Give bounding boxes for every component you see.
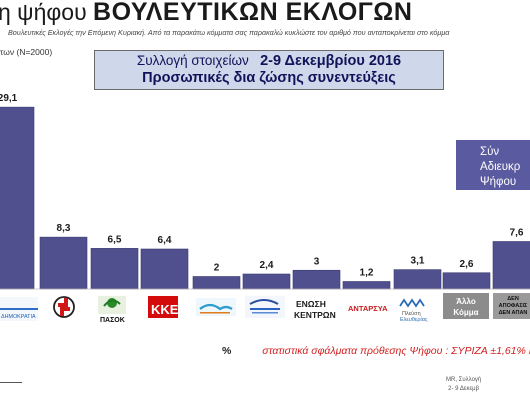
logo-plefsi-line-2: Ελευθερίας xyxy=(400,317,428,323)
bar-value-label-0: 29,1 xyxy=(0,93,18,104)
fieldwork-date-range: 2-9 Δεκεμβρίου 2016 xyxy=(260,53,402,69)
bar-value-label-1: 8,3 xyxy=(57,223,71,234)
bar-value-label-3: 6,4 xyxy=(158,235,172,246)
value-labels-group: 29,1 8,3 6,5 6,4 2 2,4 3 1,2 3,1 2,6 7,6 xyxy=(0,93,524,278)
margin-of-error-text: στατιστικά σφάλματα πρόθεσης Ψήφου : ΣΥΡ… xyxy=(262,345,530,357)
title-prefix: η ψήφου xyxy=(0,0,87,25)
bar-10 xyxy=(492,241,530,290)
source-note: MR, Συλλογή 2- 9 Δεκεμβ xyxy=(446,376,481,394)
side-box-line-1: Σύν xyxy=(480,146,500,158)
logo-xa xyxy=(53,296,75,318)
logo-plefsi-line-1: Πλεύση xyxy=(402,310,421,317)
bar-8 xyxy=(393,269,442,290)
fieldwork-prefix: Συλλογή στοιχείων xyxy=(136,53,249,68)
side-box-line-3: Ψήφου xyxy=(480,176,517,188)
percent-symbol: % xyxy=(222,345,232,357)
bar-value-label-4: 2 xyxy=(214,263,220,274)
bar-value-label-7: 1,2 xyxy=(360,268,374,279)
logo-allo-line-2: Κόμμα xyxy=(453,308,478,317)
fieldwork-method: Προσωπικές δια ζώσης συνεντεύξεις xyxy=(142,70,396,86)
logo-kke: ΚΚΕ xyxy=(148,296,179,318)
bar-value-label-5: 2,4 xyxy=(260,260,274,271)
bar-5 xyxy=(242,273,291,290)
question-text: Βουλευτικές Εκλογές την Επόμενη Κυριακή.… xyxy=(8,28,450,37)
footer-divider xyxy=(0,382,22,383)
bar-value-label-8: 3,1 xyxy=(411,256,425,267)
logo-pasok: ΠΑΣΟΚ xyxy=(98,296,126,324)
logo-dk-line-3: ΔΕΝ ΑΠΑΝ xyxy=(499,310,528,316)
logo-dk-line-2: ΑΠΟΦΑΣΙΣ xyxy=(499,303,528,309)
bar-2 xyxy=(90,248,139,290)
source-line-2: 2- 9 Δεκεμβ xyxy=(448,386,480,392)
bar-6 xyxy=(292,269,341,290)
bar-7 xyxy=(342,281,391,290)
side-info-box: Σύν Αδιευκρ Ψήφου xyxy=(456,140,530,190)
bar-0 xyxy=(0,106,35,290)
bar-value-label-10: 7,6 xyxy=(510,228,524,239)
title-main: ΒΟΥΛΕΥΤΙΚΩΝ ΕΚΛΟΓΩΝ xyxy=(93,0,413,26)
logo-dk-line-1: ΔΕΝ xyxy=(507,296,519,302)
logo-plefsi: Πλεύση Ελευθερίας xyxy=(399,298,428,323)
bar-value-label-9: 2,6 xyxy=(460,259,474,270)
page-title: η ψήφου ΒΟΥΛΕΥΤΙΚΩΝ ΕΚΛΟΓΩΝ xyxy=(0,0,412,27)
logo-enosi-line-2: ΚΕΝΤΡΩΝ xyxy=(294,310,336,320)
logo-allo: Άλλο Κόμμα xyxy=(443,293,489,319)
logo-kke-text: ΚΚΕ xyxy=(151,302,179,317)
logo-enosi: ΕΝΩΣΗ ΚΕΝΤΡΩΝ xyxy=(294,299,336,320)
logo-allo-line-1: Άλλο xyxy=(456,297,476,306)
bar-1 xyxy=(39,236,88,290)
logo-anel xyxy=(245,296,285,318)
logo-potami xyxy=(196,298,236,316)
bars-group xyxy=(0,106,530,290)
fieldwork-dates: Συλλογή στοιχείων 2-9 Δεκεμβρίου 2016 xyxy=(95,53,443,69)
margin-of-error-note: % στατιστικά σφάλματα πρόθεσης Ψήφου : Σ… xyxy=(222,345,530,357)
fieldwork-info-box: Συλλογή στοιχείων 2-9 Δεκεμβρίου 2016 Πρ… xyxy=(94,50,444,90)
logo-antarsya-text: ΑΝΤΑΡΣΥΑ xyxy=(348,304,388,313)
bar-value-label-6: 3 xyxy=(314,256,320,267)
bar-value-label-2: 6,5 xyxy=(108,234,122,245)
bar-9 xyxy=(442,272,491,290)
logo-antarsya: ΑΝΤΑΡΣΥΑ xyxy=(345,301,388,313)
logo-pasok-text: ΠΑΣΟΚ xyxy=(100,317,125,324)
bar-4 xyxy=(192,276,241,290)
logo-dk: ΔΕΝ ΑΠΟΦΑΣΙΣ ΔΕΝ ΑΠΑΝ xyxy=(493,293,530,319)
logo-nd: ΔΗΜΟΚΡΑΤΙΑ xyxy=(0,297,38,321)
source-line-1: MR, Συλλογή xyxy=(446,377,482,383)
sample-size-label: των (N=2000) xyxy=(0,47,53,57)
logo-enosi-line-1: ΕΝΩΣΗ xyxy=(296,299,326,309)
side-box-line-2: Αδιευκρ xyxy=(480,161,521,173)
bar-3 xyxy=(140,248,189,290)
logo-nd-text: ΔΗΜΟΚΡΑΤΙΑ xyxy=(1,314,36,320)
